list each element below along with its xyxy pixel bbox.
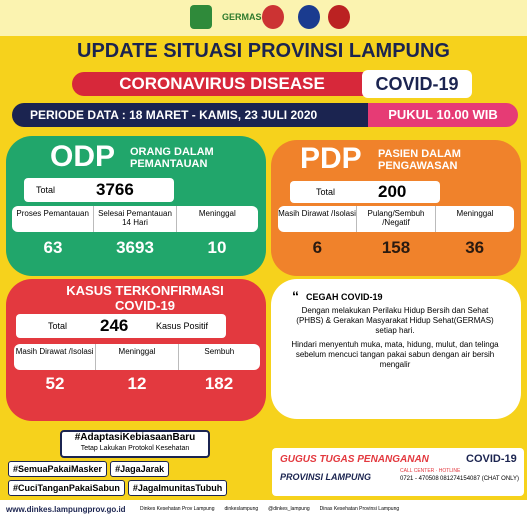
total-note: Kasus Positif [156, 321, 209, 331]
hotline-label: CALL CENTER · HOTLINE [400, 468, 461, 474]
footer [0, 500, 527, 520]
task-force-covid: COVID-19 [466, 453, 517, 465]
province: PROVINSI LAMPUNG [280, 472, 372, 482]
period: PERIODE DATA : 18 MARET - KAMIS, 23 JULI… [12, 103, 372, 127]
odp-abbr: ODP [50, 140, 116, 173]
prevention-text: Hindari menyentuh muka, mata, hidung, mu… [291, 340, 499, 369]
stat-label: Masih Dirawat /Isolasi [278, 209, 356, 218]
odp-name: ORANG DALAM PEMANTAUAN [130, 146, 214, 170]
stats: Masih Dirawat /Isolasi Meninggal Sembuh [14, 344, 260, 370]
stat-value: 52 [45, 374, 65, 393]
total-value: 200 [378, 182, 407, 201]
stat-values: 52 12 182 [14, 374, 260, 394]
total-value: 246 [100, 316, 129, 335]
stat-label: Selesai Pemantauan 14 Hari [93, 206, 175, 232]
stats: Proses Pemantauan Selesai Pemantauan 14 H… [12, 206, 258, 232]
total-box [24, 178, 174, 202]
pdp-abbr: PDP [300, 142, 362, 175]
stat-values: 63 3693 10 [12, 238, 258, 258]
time: PUKUL 10.00 WIB [368, 103, 518, 127]
hashtag-box [60, 430, 210, 458]
website: www.dinkes.lampungprov.go.id [6, 505, 126, 514]
logo [262, 5, 284, 29]
hashtag-list: #SemuaPakaiMasker #JagaJarak #CuciTanganPa… [8, 461, 268, 496]
total-label: Total [48, 321, 68, 331]
total-value: 3766 [96, 180, 134, 199]
confirmed-title: KASUS TERKONFIRMASI COVID-19 [66, 283, 224, 313]
task-force-title: GUGUS TUGAS PENANGANAN [280, 454, 429, 465]
stat-label: Meninggal [175, 206, 258, 232]
phone: 0721 - 470508 [400, 476, 439, 482]
hashtag: #JagaJarak [110, 461, 170, 477]
hashtag: #SemuaPakaiMasker [8, 461, 108, 477]
logo [328, 5, 350, 29]
footer-link: @dinkes_lampung [268, 506, 310, 512]
total-label: Total [36, 185, 56, 195]
stat-label: Pulang/Sembuh /Negatif [356, 206, 435, 232]
prevention-title: CEGAH COVID-19 [306, 292, 383, 302]
prevention-panel [271, 279, 521, 419]
logo-text: GERMAS [222, 12, 262, 22]
stat-value: 36 [465, 238, 485, 257]
footer-link: dinkeslampung [224, 506, 259, 512]
task-force-box [272, 448, 524, 496]
disease: CORONAVIRUS DISEASE [72, 72, 372, 96]
logo [190, 5, 212, 29]
stat-value: 6 [312, 238, 323, 257]
hashtag-sub: Tetap Lakukan Protokol Kesehatan [80, 445, 190, 452]
stat-label: Meninggal [435, 206, 514, 232]
stat-value: 158 [381, 238, 411, 257]
title: UPDATE SITUASI PROVINSI LAMPUNG [77, 40, 450, 62]
total-label: Total [316, 187, 336, 197]
stat-value: 3693 [116, 238, 154, 257]
quote-mark: “ [292, 288, 299, 304]
stat-values: 6 158 36 [278, 238, 514, 258]
pdp-name: PASIEN DALAM PENGAWASAN [378, 148, 461, 172]
stats: Masih Dirawat /Isolasi Pulang/Sembuh /Neg… [278, 206, 514, 232]
stat-label: Meninggal [95, 344, 177, 370]
stat-label: Sembuh [177, 344, 260, 370]
logo [298, 5, 320, 29]
stat-label: Proses Pemantauan [16, 209, 89, 218]
stat-value: 12 [127, 374, 147, 393]
hashtag: #JagaImunitasTubuh [127, 480, 228, 496]
footer-link: Dinas Kesehatan Provinsi Lampung [319, 506, 400, 512]
stat-value: 10 [207, 238, 227, 257]
total-box [290, 181, 440, 203]
stat-value: 63 [43, 238, 63, 257]
stat-value: 182 [204, 374, 234, 393]
total-box [16, 314, 226, 338]
hashtag: #CuciTanganPakaiSabun [8, 480, 125, 496]
chat: 081274154087 (CHAT ONLY) [440, 476, 520, 482]
stat-label: Masih Dirawat /Isolasi [15, 347, 94, 356]
covid-badge: COVID-19 [362, 70, 472, 98]
prevention-text: Dengan melakukan Perilaku Hidup Bersih d… [296, 306, 494, 335]
footer-links: Dinkes Kesehatan Prov Lampung dinkeslampu… [140, 506, 440, 512]
hashtag-main: #AdaptasiKebiasaanBaru [74, 432, 196, 443]
footer-link: Dinkes Kesehatan Prov Lampung [140, 506, 215, 512]
